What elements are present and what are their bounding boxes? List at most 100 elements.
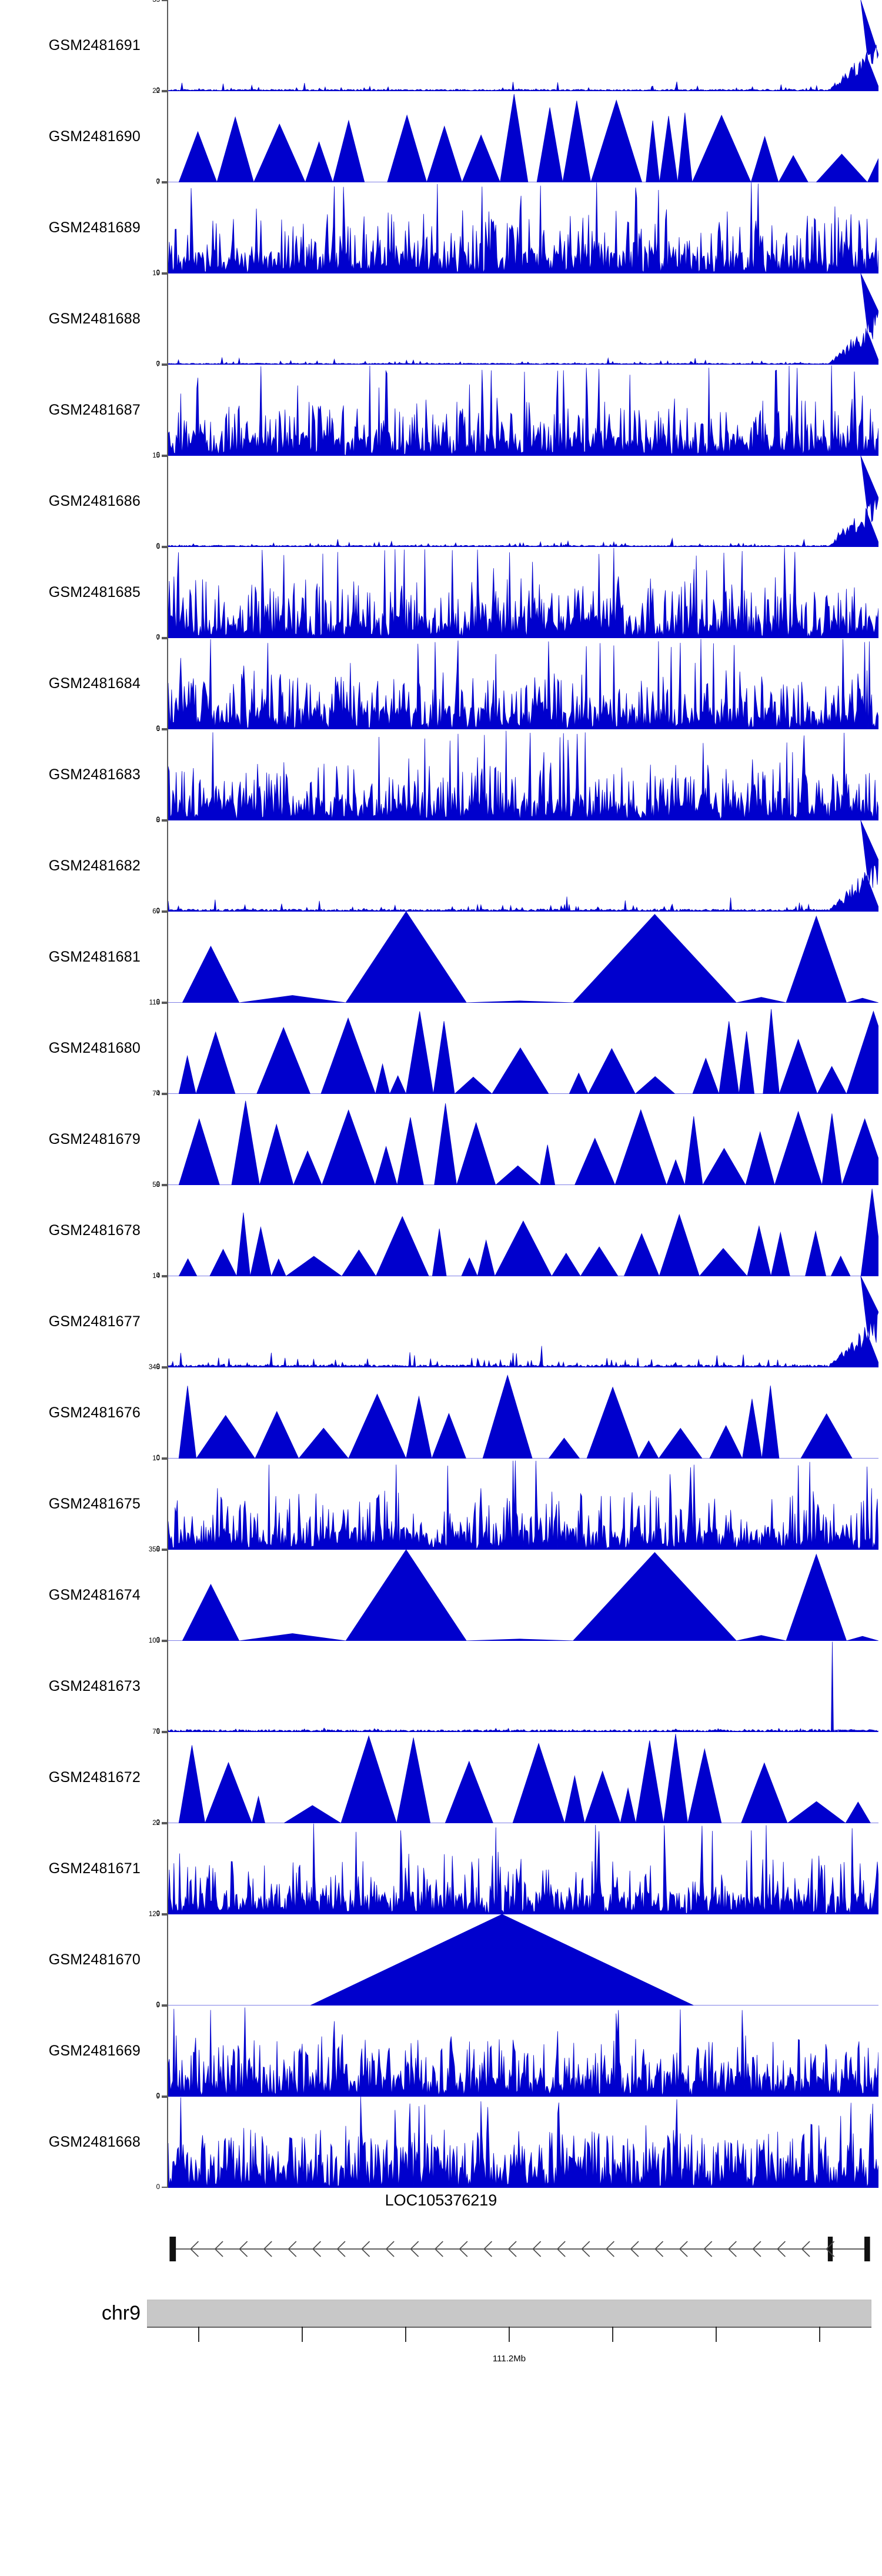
- gene-annotation-track[interactable]: LOC105376219: [0, 2188, 882, 2282]
- track-coverage-area[interactable]: [168, 1823, 878, 1914]
- coverage-track[interactable]: GSM2481683 6 0: [0, 726, 882, 823]
- coverage-track[interactable]: GSM2481685 6 0: [0, 543, 882, 640]
- coverage-track[interactable]: GSM2481691 33 0: [0, 0, 882, 94]
- track-y-axis: 15 0: [146, 452, 168, 549]
- track-y-axis: 358 0: [146, 1546, 168, 1643]
- track-coverage-area[interactable]: [168, 1550, 878, 1641]
- track-coverage-area[interactable]: [168, 456, 878, 547]
- coverage-track[interactable]: GSM2481671 22 0: [0, 1820, 882, 1917]
- track-coverage-area[interactable]: [168, 547, 878, 638]
- track-coverage-area[interactable]: [168, 2006, 878, 2097]
- track-coverage-area[interactable]: [168, 91, 878, 182]
- axis-min-value: 0: [156, 907, 160, 915]
- track-plot[interactable]: 22 0: [146, 1820, 882, 1917]
- track-plot[interactable]: 15 0: [146, 452, 882, 549]
- coverage-track[interactable]: GSM2481678 58 0: [0, 1182, 882, 1279]
- axis-line: [167, 912, 168, 1003]
- track-label-gsm2481673: GSM2481673: [48, 1678, 141, 1694]
- coverage-track[interactable]: GSM2481669 9 0: [0, 2002, 882, 2099]
- track-plot[interactable]: 358 0: [146, 1546, 882, 1643]
- gene-model[interactable]: [168, 2231, 871, 2267]
- track-plot[interactable]: 19 0: [146, 270, 882, 368]
- track-coverage-area[interactable]: [168, 1094, 878, 1185]
- track-coverage-area[interactable]: [168, 273, 878, 365]
- track-label-gsm2481670: GSM2481670: [48, 1951, 141, 1968]
- track-plot[interactable]: 14 0: [146, 1273, 882, 1370]
- coverage-track[interactable]: GSM2481686 15 0: [0, 452, 882, 549]
- track-label-gsm2481686: GSM2481686: [48, 493, 141, 509]
- coverage-track[interactable]: GSM2481684 7 0: [0, 635, 882, 732]
- track-plot[interactable]: 74 0: [146, 1090, 882, 1187]
- track-y-axis: 118 0: [146, 999, 168, 1097]
- axis-tick-bottom: [162, 1457, 168, 1459]
- track-coverage-area[interactable]: [168, 1003, 878, 1094]
- chromosome-bar[interactable]: [147, 2300, 871, 2327]
- coverage-track[interactable]: GSM2481675 10 0: [0, 1455, 882, 1552]
- axis-line: [167, 1094, 168, 1185]
- axis-min-value: 0: [156, 1089, 160, 1097]
- track-coverage-area[interactable]: [168, 1914, 878, 2006]
- track-coverage-area[interactable]: [168, 365, 878, 456]
- track-coverage-area[interactable]: [168, 912, 878, 1003]
- coverage-track[interactable]: GSM2481677 14 0: [0, 1273, 882, 1370]
- axis-max-value: 74: [152, 1090, 160, 1097]
- track-plot[interactable]: 22 0: [146, 88, 882, 185]
- axis-tick-top: [162, 1732, 168, 1733]
- track-plot[interactable]: 118 0: [146, 999, 882, 1097]
- track-plot[interactable]: 10 0: [146, 1455, 882, 1552]
- track-coverage-area[interactable]: [168, 1185, 878, 1276]
- track-coverage-area[interactable]: [168, 182, 878, 273]
- track-plot[interactable]: 103 0: [146, 1637, 882, 1734]
- track-coverage-area[interactable]: [168, 0, 878, 91]
- coverage-track[interactable]: GSM2481689 7 0: [0, 179, 882, 276]
- coverage-track[interactable]: GSM2481682 8 0: [0, 817, 882, 915]
- track-coverage-area[interactable]: [168, 1367, 878, 1459]
- track-plot[interactable]: 76 0: [146, 1729, 882, 1826]
- coverage-track[interactable]: GSM2481673 103 0: [0, 1637, 882, 1734]
- coverage-track[interactable]: GSM2481681 69 0: [0, 908, 882, 1005]
- coverage-track[interactable]: GSM2481668 9 0: [0, 2093, 882, 2190]
- track-coverage-area[interactable]: [168, 1732, 878, 1823]
- coverage-track[interactable]: GSM2481674 358 0: [0, 1546, 882, 1643]
- axis-min-value: 0: [156, 1363, 160, 1370]
- axis-line: [167, 2006, 168, 2097]
- track-plot[interactable]: 129 0: [146, 1911, 882, 2008]
- track-label-gsm2481683: GSM2481683: [48, 766, 141, 783]
- coverage-track[interactable]: GSM2481680 118 0: [0, 999, 882, 1097]
- track-coverage-area[interactable]: [168, 1276, 878, 1367]
- axis-min-value: 0: [156, 360, 160, 368]
- track-coverage-area[interactable]: [168, 820, 878, 912]
- track-coverage-area[interactable]: [168, 729, 878, 820]
- track-coverage-area[interactable]: [168, 1641, 878, 1732]
- axis-min-value: 0: [156, 86, 160, 94]
- axis-tick-bottom: [162, 181, 168, 182]
- coverage-track[interactable]: GSM2481688 19 0: [0, 270, 882, 368]
- track-plot[interactable]: 69 0: [146, 908, 882, 1005]
- track-plot[interactable]: 58 0: [146, 1182, 882, 1279]
- coverage-track[interactable]: GSM2481679 74 0: [0, 1090, 882, 1187]
- track-coverage-area[interactable]: [168, 1459, 878, 1550]
- chromosome-axis: [147, 2327, 871, 2362]
- coverage-track[interactable]: GSM2481670 129 0: [0, 1911, 882, 2008]
- coverage-track[interactable]: GSM2481676 348 0: [0, 1364, 882, 1461]
- track-label-gsm2481682: GSM2481682: [48, 857, 141, 874]
- coverage-track[interactable]: GSM2481672 76 0: [0, 1729, 882, 1826]
- track-plot[interactable]: 348 0: [146, 1364, 882, 1461]
- track-y-axis: 129 0: [146, 1911, 168, 2008]
- track-plot[interactable]: 33 0: [146, 0, 882, 94]
- coverage-track[interactable]: GSM2481687 7 0: [0, 361, 882, 458]
- track-coverage-area[interactable]: [168, 2097, 878, 2188]
- track-coverage-area[interactable]: [168, 638, 878, 729]
- coverage-track[interactable]: GSM2481690 22 0: [0, 88, 882, 185]
